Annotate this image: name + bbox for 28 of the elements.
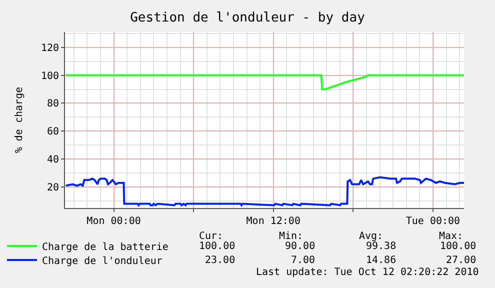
text: 14.86 bbox=[366, 255, 396, 266]
text: Avg: bbox=[359, 231, 384, 242]
text: Last update: Tue Oct 12 02:20:22 2010 bbox=[256, 267, 479, 278]
line-series bbox=[65, 74, 464, 90]
text: 100.00 bbox=[199, 241, 236, 252]
y-tick-label: 120 bbox=[40, 42, 59, 54]
chart-title: Gestion de l'onduleur - by day bbox=[130, 10, 366, 26]
y-axis-title: % de charge bbox=[14, 86, 25, 154]
text: 7.00 bbox=[291, 255, 316, 266]
text: Cur: bbox=[199, 231, 224, 242]
text: Max: bbox=[439, 231, 464, 242]
line-series bbox=[65, 176, 464, 206]
text: 23.00 bbox=[205, 255, 236, 266]
legend-label: Charge de l'onduleur bbox=[42, 256, 162, 267]
x-tick-label: Mon 12:00 bbox=[246, 216, 300, 227]
y-tick-label: 80 bbox=[46, 98, 59, 110]
legend-label: Charge de la batterie bbox=[42, 242, 168, 253]
y-tick-label: 20 bbox=[46, 182, 59, 194]
text: 100.00 bbox=[440, 241, 476, 252]
x-tick-label: Mon 00:00 bbox=[86, 216, 141, 227]
text: 99.38 bbox=[366, 241, 396, 252]
x-tick-label: Tue 00:00 bbox=[406, 216, 460, 227]
text: 27.00 bbox=[446, 255, 476, 266]
y-tick-label: 40 bbox=[46, 154, 59, 166]
y-tick-label: 60 bbox=[46, 126, 59, 138]
text: Min: bbox=[279, 231, 304, 242]
text: 90.00 bbox=[285, 241, 316, 252]
y-tick-label: 100 bbox=[40, 70, 59, 82]
